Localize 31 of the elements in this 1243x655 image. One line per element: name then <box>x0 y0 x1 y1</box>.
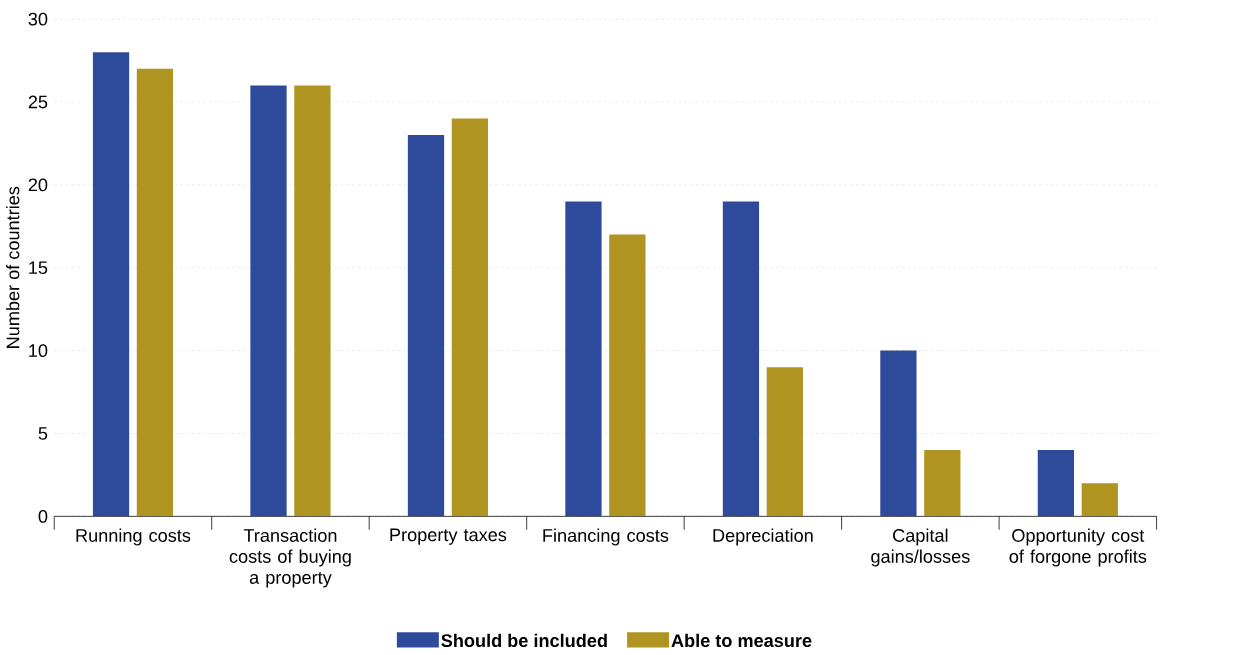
bar <box>1081 483 1118 517</box>
legend-label: Should be included <box>441 633 607 648</box>
x-tick-label: Financing costs <box>543 528 669 546</box>
bar <box>880 350 917 517</box>
x-tick-label: Property taxes <box>390 528 507 545</box>
bar <box>565 201 602 517</box>
y-tick-label: 25 <box>28 95 48 109</box>
bar <box>1037 450 1075 517</box>
bar <box>924 450 961 517</box>
y-tick-label: 5 <box>38 427 48 440</box>
bar <box>766 367 803 517</box>
y-tick-label: 0 <box>38 510 48 523</box>
bar <box>722 201 760 517</box>
x-tick-label: Running costs <box>76 528 191 546</box>
bar <box>609 234 646 517</box>
x-tick-label: Depreciation <box>713 528 813 546</box>
bar <box>294 85 331 517</box>
y-tick-label: 30 <box>28 12 48 26</box>
bar <box>451 118 489 517</box>
y-tick-label: 15 <box>29 261 48 275</box>
bar <box>250 85 287 517</box>
y-axis-title: Number of countries <box>6 186 20 349</box>
y-tick-label: 10 <box>29 344 48 358</box>
legend-label: Able to measure <box>671 633 812 648</box>
y-tick-label: 20 <box>28 178 48 192</box>
x-tick-label: Transaction costs of buying a property <box>229 528 351 588</box>
bar <box>136 68 174 517</box>
x-tick-label: Capital gains/losses <box>871 528 970 567</box>
bar <box>92 52 130 517</box>
x-tick-label: Opportunity cost of forgone profits <box>1009 528 1147 567</box>
bar <box>407 135 445 517</box>
